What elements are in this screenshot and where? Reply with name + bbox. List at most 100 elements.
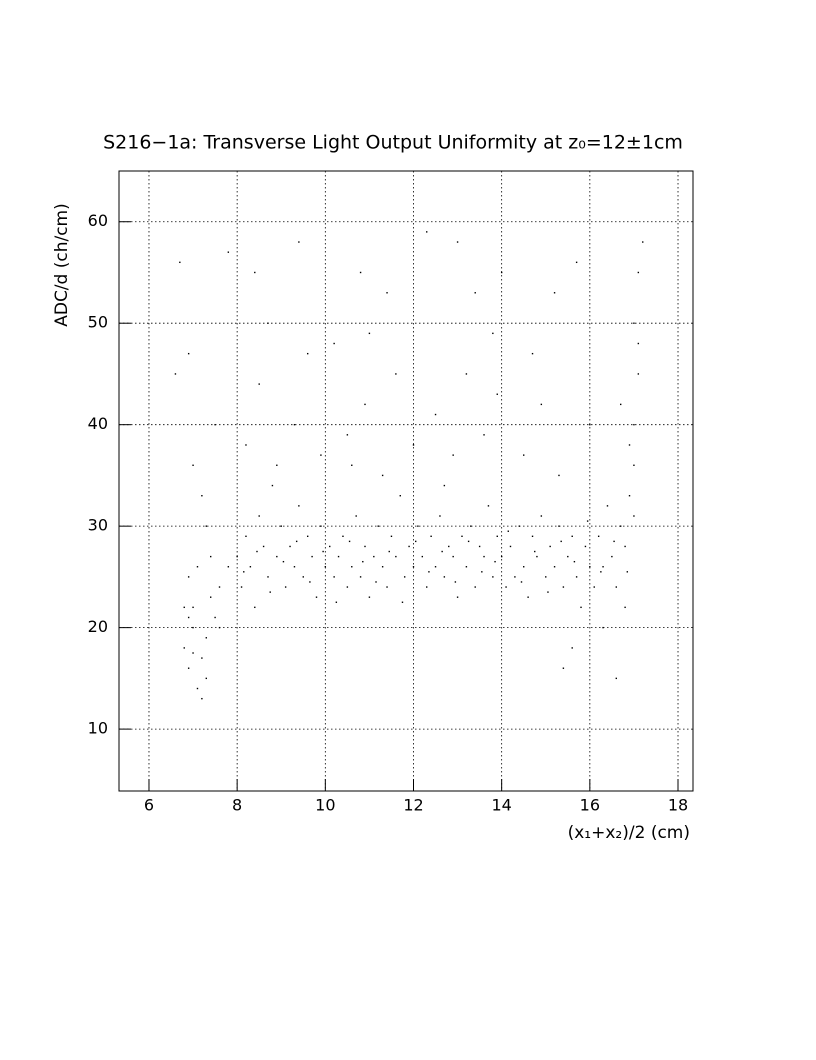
point xyxy=(452,555,454,558)
point xyxy=(362,560,364,563)
point xyxy=(187,616,190,619)
point xyxy=(430,535,432,538)
point xyxy=(271,484,274,487)
point xyxy=(381,566,384,568)
point xyxy=(368,596,371,598)
point xyxy=(289,545,291,548)
point xyxy=(500,271,503,274)
point xyxy=(388,550,390,553)
point xyxy=(192,626,194,629)
point xyxy=(487,505,490,507)
point xyxy=(575,261,578,264)
point xyxy=(600,571,602,573)
point xyxy=(452,454,454,456)
point xyxy=(196,566,199,568)
point xyxy=(611,555,613,558)
x-axis-label: (x₁+x₂)/2 (cm) xyxy=(568,823,690,843)
x-tick-label: 6 xyxy=(144,796,154,815)
point xyxy=(258,515,260,517)
point xyxy=(333,342,335,345)
point xyxy=(633,322,635,324)
point xyxy=(545,576,547,578)
point xyxy=(492,332,494,335)
point xyxy=(192,464,194,466)
point xyxy=(348,540,351,543)
y-tick-label: 10 xyxy=(88,719,108,738)
point xyxy=(619,525,622,527)
point xyxy=(214,616,216,619)
point xyxy=(523,454,525,456)
point xyxy=(243,571,245,573)
point xyxy=(589,423,591,426)
point xyxy=(267,576,269,578)
point xyxy=(562,586,565,588)
point xyxy=(342,535,344,538)
point xyxy=(586,520,589,522)
point xyxy=(567,555,569,558)
point xyxy=(593,586,595,588)
point xyxy=(351,464,353,466)
point xyxy=(520,581,523,583)
point xyxy=(505,586,507,588)
point xyxy=(187,576,190,578)
point xyxy=(373,555,375,558)
point xyxy=(626,571,629,573)
point xyxy=(602,566,604,568)
point xyxy=(547,591,549,593)
point xyxy=(500,555,503,558)
x-tick-label: 16 xyxy=(580,796,600,815)
point xyxy=(359,271,362,274)
x-tick-label: 18 xyxy=(668,796,688,815)
point xyxy=(355,515,357,517)
point xyxy=(346,586,349,588)
point xyxy=(483,434,485,436)
point xyxy=(534,550,536,553)
point xyxy=(377,525,379,527)
point xyxy=(196,687,199,690)
point xyxy=(293,566,296,568)
point xyxy=(414,540,417,543)
point xyxy=(461,535,463,538)
point xyxy=(403,576,406,578)
point xyxy=(408,545,410,548)
point xyxy=(509,545,512,548)
point xyxy=(298,241,300,243)
point xyxy=(201,697,203,700)
point xyxy=(492,576,494,578)
point xyxy=(628,495,631,497)
point xyxy=(434,413,437,416)
y-tick-label: 60 xyxy=(88,211,108,230)
point xyxy=(192,652,194,654)
point xyxy=(571,647,573,649)
point xyxy=(269,591,271,593)
point xyxy=(333,576,335,578)
point xyxy=(335,601,338,603)
point xyxy=(368,332,371,335)
point xyxy=(527,596,529,598)
point xyxy=(390,535,393,538)
point xyxy=(443,484,446,487)
point xyxy=(364,545,366,548)
point xyxy=(395,373,397,375)
point xyxy=(276,464,278,466)
point xyxy=(262,545,265,548)
point xyxy=(236,555,238,558)
point xyxy=(613,540,615,543)
point xyxy=(606,505,609,507)
point xyxy=(589,566,591,568)
point xyxy=(412,444,415,446)
point xyxy=(615,586,617,588)
point xyxy=(293,423,296,426)
point xyxy=(514,576,516,578)
point xyxy=(624,545,626,548)
point xyxy=(245,444,247,446)
point xyxy=(536,555,538,558)
point xyxy=(428,571,430,573)
point xyxy=(470,525,472,527)
point xyxy=(421,555,424,558)
point xyxy=(276,555,278,558)
point xyxy=(602,626,604,629)
point xyxy=(560,540,562,543)
point xyxy=(254,271,256,274)
point xyxy=(218,586,221,588)
